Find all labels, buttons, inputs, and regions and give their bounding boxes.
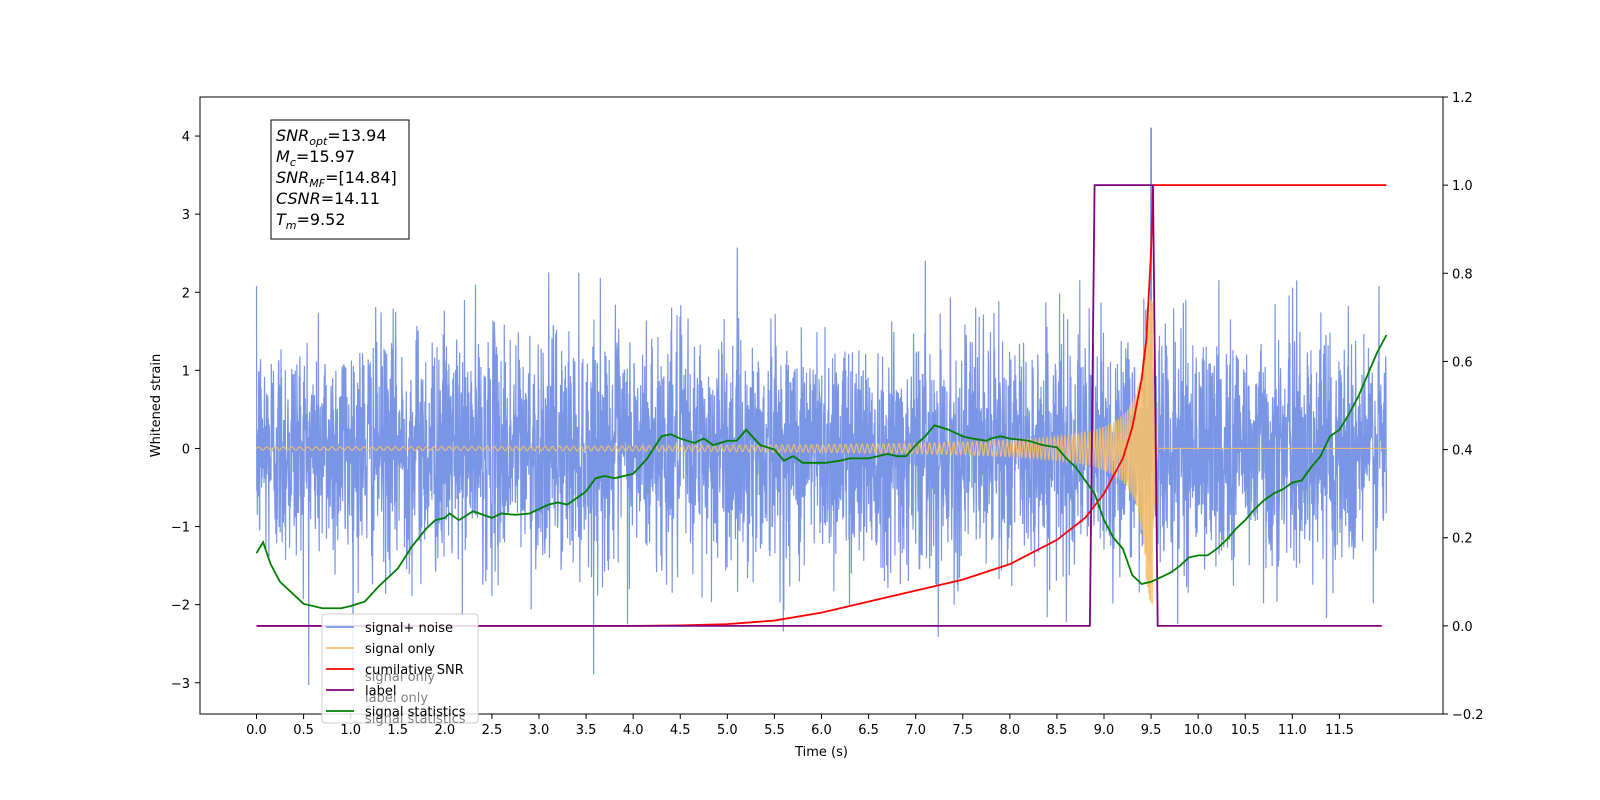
x-tick-label: 1.0 — [340, 723, 361, 738]
legend-entry-label: signal only — [365, 642, 435, 657]
x-tick-label: 3.5 — [576, 723, 597, 738]
annotation-line: Mc=15.97 — [276, 147, 355, 169]
plot-area — [255, 127, 1388, 691]
x-tick-label: 4.0 — [623, 723, 644, 738]
y-tick-label: −3 — [171, 677, 190, 692]
series-signal-statistics — [255, 334, 1388, 610]
y2-tick-label: 0.8 — [1452, 267, 1473, 282]
x-tick-label: 11.0 — [1278, 723, 1307, 738]
y-tick-label: 3 — [182, 208, 190, 223]
legend-frame — [321, 613, 479, 724]
y2-tick-label: 0.0 — [1452, 620, 1473, 635]
legend-entry-label: signal+ noise — [365, 621, 453, 636]
legend-entry-label: cumilative SNR — [365, 663, 464, 678]
y-tick-label: 0 — [182, 442, 190, 457]
series-label — [256, 184, 1382, 627]
y-tick-label: −2 — [171, 599, 190, 614]
x-tick-label: 7.5 — [952, 723, 973, 738]
x-tick-label: 6.5 — [858, 723, 879, 738]
y2-tick-label: 1.2 — [1452, 91, 1473, 106]
x-tick-label: 6.0 — [811, 723, 832, 738]
x-tick-label: 11.5 — [1325, 723, 1354, 738]
x-tick-label: 0.5 — [293, 723, 314, 738]
x-tick-label: 7.0 — [905, 723, 926, 738]
plot-clip-group — [255, 127, 1388, 691]
y-tick-label: 4 — [182, 130, 190, 145]
annotation-line: SNRopt=13.94 — [276, 126, 387, 148]
x-tick-label: 10.5 — [1231, 723, 1260, 738]
x-axis-label: Time (s) — [794, 745, 848, 760]
y2-tick-label: 0.4 — [1452, 444, 1473, 459]
x-tick-label: 2.5 — [482, 723, 503, 738]
annotation-line: Tm=9.52 — [276, 210, 346, 232]
legend-ghost-text: signal only — [365, 670, 435, 685]
y2-tick-label: 0.2 — [1452, 532, 1473, 547]
y-tick-label: −1 — [171, 521, 190, 536]
y-axis-label: Whitened strain — [149, 354, 164, 457]
x-tick-label: 1.5 — [387, 723, 408, 738]
y-tick-label: 2 — [182, 286, 190, 301]
y2-tick-label: −0.2 — [1452, 708, 1484, 723]
axes: 0.0 0.5 1.0 1.5 2.0 2.5 3.0 3.5 4.0 4.5 5.0 5.5 6.0 6… — [149, 91, 1484, 760]
x-tick-label: 2.0 — [434, 723, 455, 738]
legend-ghost-text: signal statistics — [365, 712, 466, 727]
legend-entry-label: signal statistics — [365, 705, 466, 720]
legend-ghost-text: label only — [365, 691, 428, 706]
x-tick-label: 8.5 — [1047, 723, 1068, 738]
annotation-frame — [270, 119, 410, 240]
series-cumulative-snr — [256, 184, 1387, 627]
annotation-box: SNRopt=13.94Mc=15.97SNRMF=[14.84]CSNR=14… — [270, 119, 410, 240]
series-signal-only — [256, 300, 1387, 605]
x-tick-label: 4.5 — [670, 723, 691, 738]
annotation-line: SNRMF=[14.84] — [276, 168, 397, 190]
x-tick-label: 8.0 — [999, 723, 1020, 738]
x-tick-label: 9.5 — [1141, 723, 1162, 738]
legend-entry-label: label — [365, 684, 396, 699]
x-tick-label: 3.0 — [529, 723, 550, 738]
series-signal-noise — [255, 127, 1388, 691]
x-tick-label: 9.0 — [1094, 723, 1115, 738]
annotation-line: CSNR=14.11 — [276, 189, 380, 208]
y2-tick-label: 1.0 — [1452, 179, 1473, 194]
x-tick-label: 0.0 — [246, 723, 267, 738]
y2-tick-label: 0.6 — [1452, 355, 1473, 370]
x-tick-label: 5.5 — [764, 723, 785, 738]
x-tick-label: 5.0 — [717, 723, 738, 738]
x-tick-label: 10.0 — [1184, 723, 1213, 738]
y-tick-label: 1 — [182, 364, 190, 379]
